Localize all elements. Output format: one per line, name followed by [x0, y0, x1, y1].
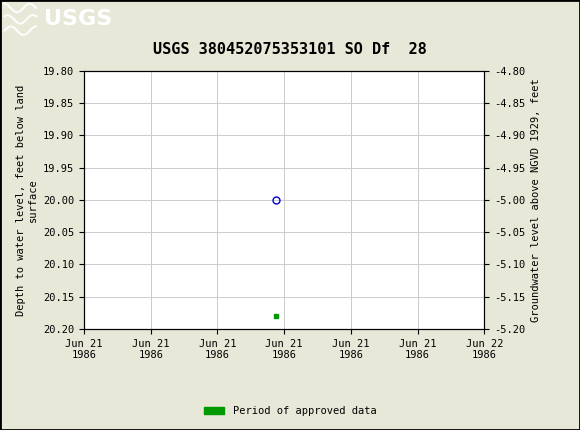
Y-axis label: Depth to water level, feet below land
surface: Depth to water level, feet below land su…: [16, 84, 38, 316]
Text: USGS 380452075353101 SO Df  28: USGS 380452075353101 SO Df 28: [153, 42, 427, 57]
Y-axis label: Groundwater level above NGVD 1929, feet: Groundwater level above NGVD 1929, feet: [531, 78, 541, 322]
Legend: Period of approved data: Period of approved data: [200, 402, 380, 421]
Text: USGS: USGS: [44, 9, 112, 29]
